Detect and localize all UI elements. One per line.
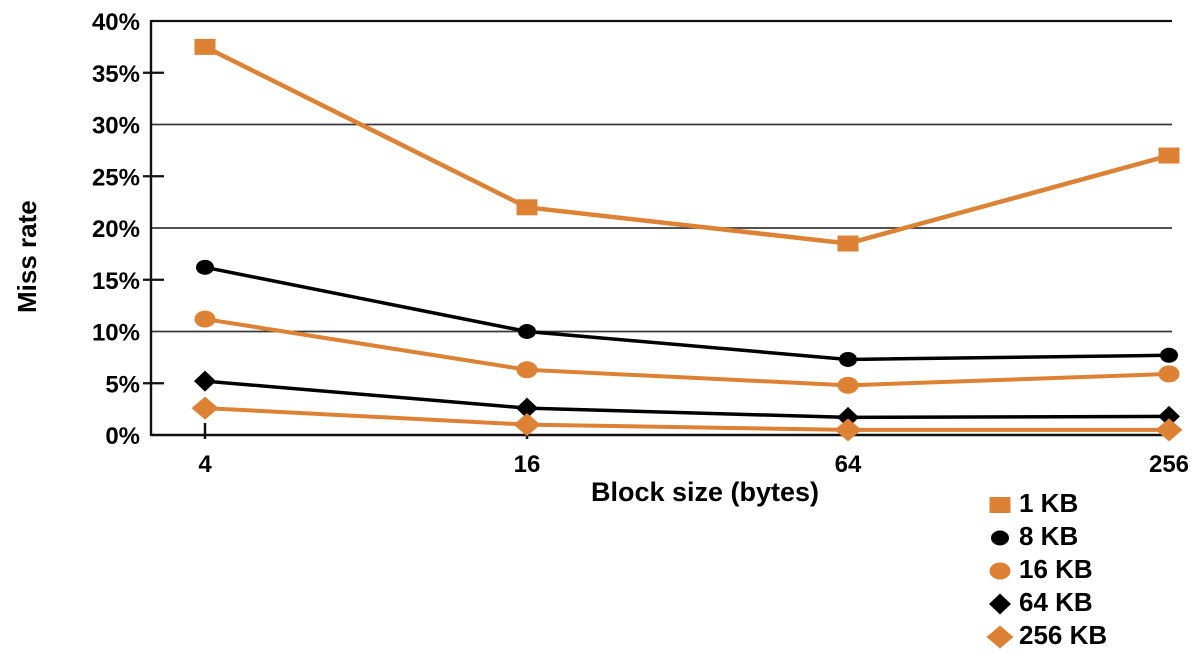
legend-item: 16 KB	[985, 553, 1107, 586]
data-point-marker	[837, 376, 859, 394]
legend-marker-circle-icon	[991, 530, 1009, 545]
series-line	[204, 406, 1169, 432]
legend-marker-shape	[989, 562, 1011, 579]
legend-marker-square-icon	[989, 496, 1011, 513]
legend-marker-shape	[989, 593, 1011, 614]
series-line	[204, 317, 1170, 388]
x-tick-label: 64	[835, 451, 862, 478]
legend-item-label: 64 KB	[1019, 587, 1093, 617]
x-axis-title: Block size (bytes)	[590, 477, 820, 507]
y-tick-label: 25%	[92, 164, 140, 191]
data-point-marker	[1158, 365, 1180, 383]
series-line	[203, 44, 1170, 246]
y-tick-label: 5%	[105, 371, 140, 398]
y-tick-label: 35%	[92, 61, 140, 88]
y-tick-label: 30%	[92, 113, 140, 140]
y-tick-label: 15%	[92, 268, 140, 295]
legend-marker-shape	[989, 496, 1011, 513]
chart-legend: 1 KB 8 KB 16 KB 64 KB 256 KB	[985, 487, 1107, 652]
x-tick-label: 16	[514, 451, 541, 478]
legend-item-label: 8 KB	[1019, 521, 1079, 551]
data-point-marker	[518, 324, 536, 339]
y-tick-label: 20%	[92, 216, 140, 243]
series-line	[204, 379, 1170, 420]
data-point-marker	[516, 199, 538, 216]
data-point-marker	[1158, 405, 1180, 427]
data-point-marker	[196, 259, 214, 275]
data-point-marker	[834, 418, 862, 442]
legend-item: 8 KB	[985, 520, 1107, 553]
legend-marker-shape	[986, 625, 1014, 648]
y-tick-label: 40%	[92, 9, 140, 36]
data-point-marker	[516, 361, 538, 379]
legend-item: 1 KB	[985, 487, 1107, 520]
legend-item-label: 16 KB	[1019, 554, 1093, 584]
data-point-marker	[516, 397, 538, 419]
data-point-marker	[1155, 418, 1183, 442]
data-point-marker	[837, 235, 859, 252]
legend-item: 256 KB	[985, 619, 1107, 652]
legend-marker-circle-icon	[989, 562, 1011, 579]
x-tick-label: 256	[1149, 451, 1189, 478]
data-point-marker	[1158, 147, 1180, 164]
data-point-marker	[194, 38, 216, 55]
data-point-marker	[191, 396, 219, 420]
legend-item-label: 256 KB	[1019, 620, 1108, 650]
legend-marker-shape	[991, 530, 1009, 545]
data-point-marker	[1160, 347, 1178, 363]
y-tick-label: 10%	[92, 320, 140, 347]
legend-marker-diamond-icon	[989, 593, 1011, 614]
series-line	[204, 265, 1170, 362]
data-point-marker	[839, 351, 857, 367]
x-tick-label: 4	[198, 451, 212, 478]
y-tick-label: 0%	[105, 423, 140, 450]
legend-item-label: 1 KB	[1019, 488, 1079, 518]
data-point-marker	[194, 310, 216, 328]
data-point-marker	[837, 406, 859, 428]
data-point-marker	[513, 413, 541, 437]
data-point-marker	[194, 370, 216, 392]
legend-item: 64 KB	[985, 586, 1107, 619]
legend-marker-diamond-icon	[986, 625, 1014, 648]
